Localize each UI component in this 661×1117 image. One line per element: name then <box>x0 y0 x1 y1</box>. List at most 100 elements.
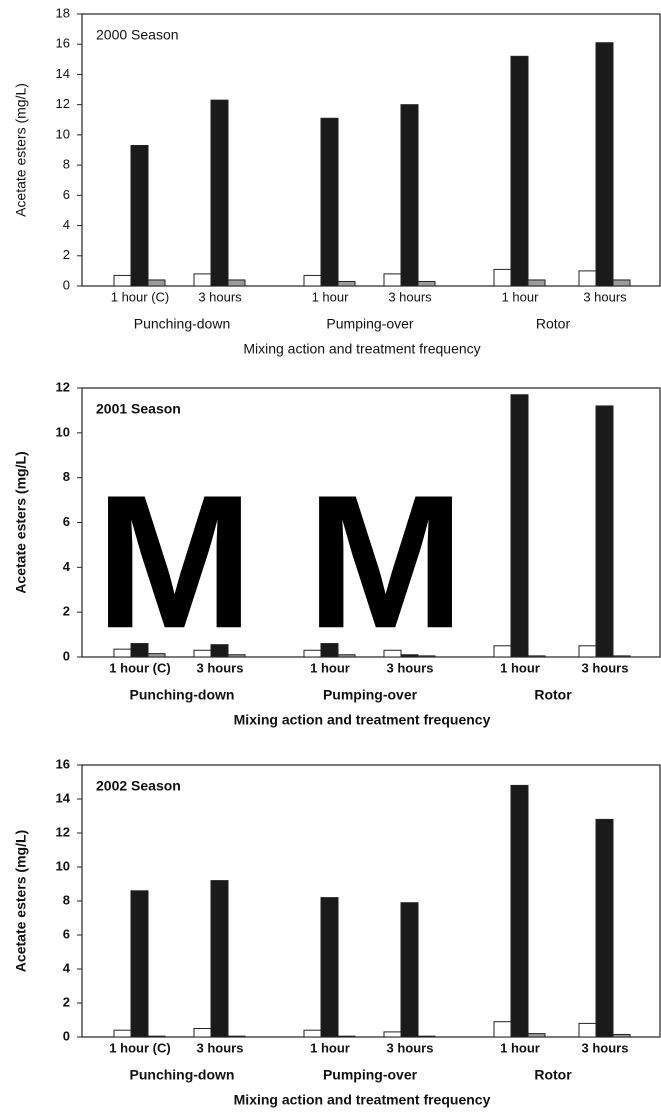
chart-panel: 0 2 4 6 8 10 12 14 16 1 hour (C) 3 hours 1 hour 3 ho… <box>13 756 661 1108</box>
bar <box>417 655 436 658</box>
x-tick-label: 3 hours <box>198 289 242 304</box>
x-tick-label: 3 hours <box>388 289 432 304</box>
y-tick-label: 12 <box>56 379 70 394</box>
bar <box>493 268 512 287</box>
y-tick-label: 0 <box>63 1028 70 1043</box>
bar <box>130 643 149 658</box>
y-tick-label: 10 <box>56 126 70 141</box>
bar <box>510 55 529 287</box>
bar <box>227 1035 246 1038</box>
bar <box>578 1022 597 1038</box>
y-axis-label: Acetate esters (mg/L) <box>13 830 29 972</box>
bar <box>383 273 402 287</box>
bar <box>210 99 229 287</box>
y-tick-label: 8 <box>63 469 70 484</box>
bar <box>527 655 546 658</box>
bar <box>147 653 166 658</box>
panel-title: 2000 Season <box>96 27 179 43</box>
bar <box>337 1035 356 1038</box>
chart-panel: 0 2 4 6 8 10 12 1 hour (C) 3 hours 1 hour 3 hours 1… <box>13 379 661 728</box>
bar <box>193 273 212 287</box>
bar <box>510 784 529 1038</box>
bar <box>595 42 614 287</box>
x-tick-label: 3 hours <box>387 1040 434 1055</box>
bar <box>113 274 132 287</box>
x-tick-label: 3 hours <box>582 1040 629 1055</box>
bar <box>303 274 322 287</box>
bar <box>510 394 529 658</box>
y-tick-label: 18 <box>56 5 70 20</box>
group-label: Punching-down <box>130 1067 235 1083</box>
bar <box>320 897 339 1038</box>
bar <box>595 405 614 658</box>
x-tick-label: 3 hours <box>197 1040 244 1055</box>
y-tick-label: 12 <box>56 96 70 111</box>
y-tick-label: 14 <box>56 66 70 81</box>
bar <box>400 104 419 287</box>
bar <box>578 645 597 658</box>
y-tick-label: 6 <box>63 926 70 941</box>
y-tick-label: 2 <box>63 247 70 262</box>
bar <box>527 1033 546 1038</box>
bar <box>527 279 546 287</box>
bar <box>612 1033 631 1038</box>
bar <box>193 1028 212 1038</box>
y-tick-label: 14 <box>56 790 71 805</box>
bar <box>210 880 229 1038</box>
bar <box>493 645 512 658</box>
x-tick-label: 1 hour <box>310 660 350 675</box>
bar <box>595 818 614 1038</box>
x-tick-label: 1 hour (C) <box>109 660 170 675</box>
bar <box>227 654 246 658</box>
bar <box>612 279 631 287</box>
x-axis-label: Mixing action and treatment frequency <box>234 712 491 728</box>
bar <box>130 144 149 287</box>
x-tick-label: 3 hours <box>387 660 434 675</box>
x-tick-label: 3 hours <box>197 660 244 675</box>
x-tick-label: 1 hour <box>502 289 540 304</box>
bar <box>493 1021 512 1038</box>
y-tick-label: 8 <box>63 892 70 907</box>
y-tick-label: 10 <box>56 858 70 873</box>
group-label: Punching-down <box>134 316 231 332</box>
bar <box>337 654 356 658</box>
bar <box>578 270 597 287</box>
y-tick-label: 4 <box>63 559 71 574</box>
x-tick-label: 1 hour <box>310 1040 350 1055</box>
y-tick-label: 0 <box>63 277 70 292</box>
group-label: Pumping-over <box>323 687 418 703</box>
bar <box>147 1035 166 1038</box>
bar <box>227 279 246 287</box>
bar <box>320 643 339 658</box>
bar <box>400 902 419 1038</box>
y-tick-label: 0 <box>63 648 70 663</box>
x-axis-label: Mixing action and treatment frequency <box>234 1092 491 1108</box>
bar <box>337 280 356 287</box>
y-tick-label: 2 <box>63 604 70 619</box>
x-tick-label: 3 hours <box>583 289 627 304</box>
bar <box>130 890 149 1038</box>
bar <box>147 279 166 287</box>
bar <box>303 1029 322 1038</box>
bar <box>383 1031 402 1038</box>
group-label: Rotor <box>534 687 572 703</box>
panel-title: 2002 Season <box>96 778 181 794</box>
x-tick-label: 3 hours <box>582 660 629 675</box>
group-label: Pumping-over <box>323 1067 418 1083</box>
y-axis-label: Acetate esters (mg/L) <box>13 451 29 593</box>
panel-title: 2001 Season <box>96 401 181 417</box>
group-label: Pumping-over <box>326 316 413 332</box>
x-tick-label: 1 hour <box>312 289 350 304</box>
x-axis-label: Mixing action and treatment frequency <box>243 341 480 357</box>
bar <box>210 644 229 658</box>
y-tick-label: 8 <box>63 157 70 172</box>
x-tick-label: 1 hour (C) <box>109 1040 170 1055</box>
bar <box>383 649 402 658</box>
chart-panel: 0 2 4 6 8 10 12 14 16 18 1 hour (C) 3 hours 1 hour 3 … <box>13 5 661 357</box>
bar <box>320 117 339 287</box>
group-label: Punching-down <box>130 687 235 703</box>
y-axis-label: Acetate esters (mg/L) <box>13 83 29 217</box>
group-label: Rotor <box>534 1067 572 1083</box>
y-tick-label: 4 <box>63 960 71 975</box>
